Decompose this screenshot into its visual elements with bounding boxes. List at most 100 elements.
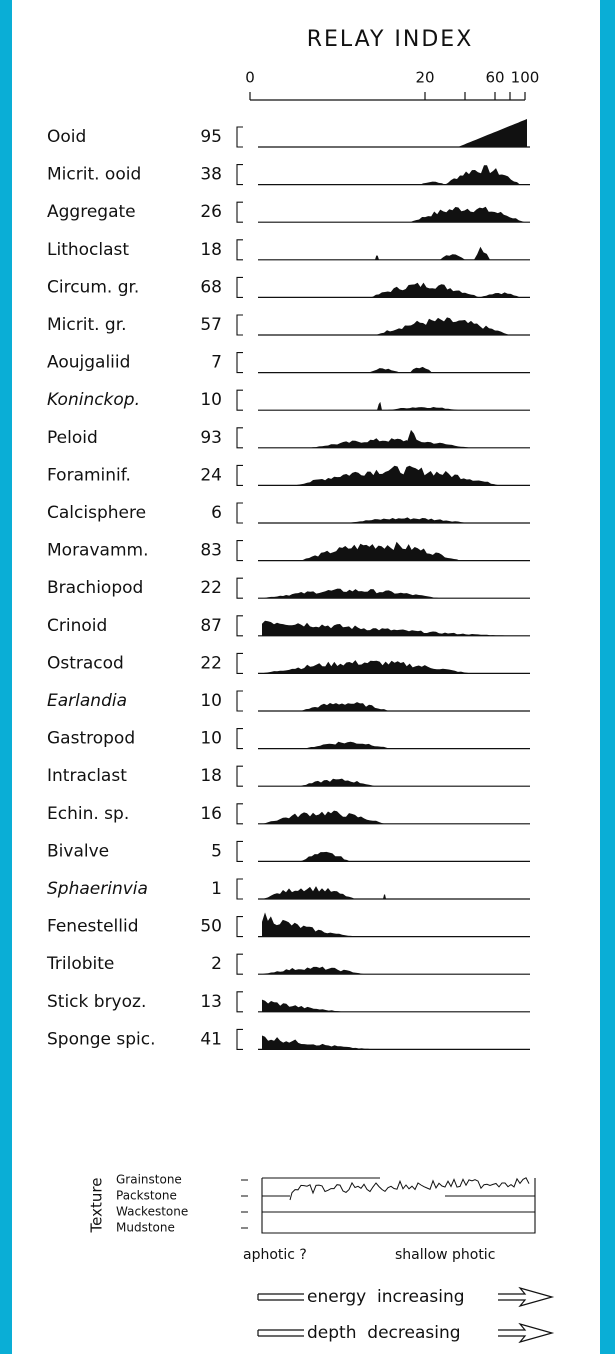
row-name: Circum. gr.: [47, 277, 139, 297]
row-count: 41: [200, 1029, 222, 1049]
row-profile: [375, 317, 510, 335]
row-profile: [262, 999, 350, 1012]
arrow-label: depth decreasing: [307, 1323, 461, 1343]
row-profile: [262, 810, 385, 824]
row-name: Bivalve: [47, 841, 109, 861]
row-count: 95: [200, 127, 222, 147]
row-count: 16: [200, 804, 222, 824]
row-bracket: [236, 728, 243, 750]
row-profile: [262, 912, 360, 937]
row-profile: [383, 894, 386, 899]
row-profile: [474, 246, 490, 260]
row-profile: [440, 254, 465, 260]
row-profile: [410, 206, 525, 223]
row-name: Intraclast: [47, 766, 127, 786]
row-name: Moravamm.: [47, 541, 148, 561]
row-bracket: [236, 953, 243, 975]
row-profile: [262, 660, 470, 674]
row-profile: [458, 119, 527, 147]
row-count: 13: [200, 992, 222, 1012]
row-bracket: [236, 765, 243, 787]
row-profile: [300, 851, 350, 862]
figure-title: RELAY INDEX: [307, 27, 474, 52]
row-count: 5: [211, 841, 222, 861]
row-profile: [262, 1035, 380, 1050]
row-profile: [410, 366, 432, 373]
row-name: Crinoid: [47, 616, 107, 636]
row-count: 10: [200, 691, 222, 711]
row-profile: [445, 165, 520, 185]
row-count: 38: [200, 165, 222, 185]
row-count: 7: [211, 353, 222, 373]
row-bracket: [236, 352, 243, 374]
row-profile: [262, 620, 520, 636]
row-bracket: [236, 840, 243, 862]
arrow-head: [498, 1322, 555, 1344]
row-bracket: [236, 991, 243, 1013]
row-bracket: [236, 314, 243, 336]
zone-label: aphotic ?: [243, 1247, 307, 1263]
row-count: 10: [200, 729, 222, 749]
row-bracket: [236, 201, 243, 223]
row-count: 93: [200, 428, 222, 448]
row-profile: [262, 588, 440, 599]
texture-class: Mudstone: [116, 1221, 175, 1235]
row-count: 50: [200, 917, 222, 937]
texture-class: Grainstone: [116, 1173, 182, 1187]
row-profile: [300, 778, 375, 787]
row-count: 22: [200, 653, 222, 673]
row-count: 1: [211, 879, 222, 899]
row-name: Sphaerinvia: [47, 879, 148, 899]
row-name: Stick bryoz.: [47, 992, 146, 1012]
row-profile: [262, 966, 365, 975]
row-bracket: [236, 615, 243, 637]
row-name: Gastropod: [47, 729, 135, 749]
row-profile: [262, 886, 355, 899]
row-name: Ostracod: [47, 653, 124, 673]
row-count: 87: [200, 616, 222, 636]
row-count: 2: [211, 954, 222, 974]
row-profile: [368, 368, 400, 373]
row-bracket: [236, 239, 243, 261]
row-bracket: [236, 1028, 243, 1050]
row-count: 57: [200, 315, 222, 335]
row-count: 18: [200, 240, 222, 260]
row-name: Koninckop.: [47, 390, 140, 410]
row-count: 83: [200, 541, 222, 561]
texture-class: Packstone: [116, 1189, 177, 1203]
row-profile: [295, 465, 500, 486]
zone-label: shallow photic: [395, 1247, 495, 1263]
row-bracket: [236, 577, 243, 599]
row-profile: [300, 702, 390, 711]
figure-panel: [12, 0, 600, 1354]
row-bracket: [236, 540, 243, 562]
row-count: 22: [200, 578, 222, 598]
row-name: Aoujgaliid: [47, 353, 130, 373]
row-profile: [370, 282, 480, 298]
row-count: 6: [211, 503, 222, 523]
row-bracket: [236, 878, 243, 900]
row-name: Trilobite: [46, 954, 114, 974]
arrow-label: energy increasing: [307, 1287, 465, 1307]
row-profile: [377, 401, 382, 411]
row-name: Sponge spic.: [47, 1029, 156, 1049]
row-name: Echin. sp.: [47, 804, 129, 824]
row-profile: [375, 255, 379, 260]
row-profile: [305, 741, 390, 749]
row-name: Fenestellid: [47, 917, 138, 937]
row-name: Brachiopod: [47, 578, 143, 598]
row-count: 10: [200, 390, 222, 410]
row-name: Lithoclast: [47, 240, 129, 260]
texture-label: Texture: [88, 1178, 106, 1234]
row-profile: [386, 407, 460, 411]
texture-class: Wackestone: [116, 1205, 188, 1219]
row-name: Earlandia: [47, 691, 127, 711]
row-bracket: [236, 126, 243, 148]
scale-tick-label: 100: [511, 69, 540, 87]
row-profile: [310, 438, 470, 448]
arrow-tail: [257, 1329, 304, 1337]
row-count: 68: [200, 277, 222, 297]
